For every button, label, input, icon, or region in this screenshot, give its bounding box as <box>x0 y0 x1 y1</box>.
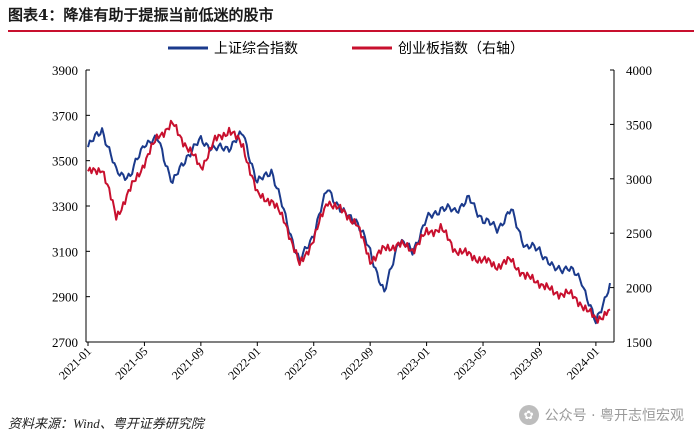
right-tick-label: 3000 <box>626 172 652 187</box>
left-tick-label: 2700 <box>52 335 78 350</box>
right-y-axis: 1500 2000 2500 3000 3500 4000 <box>610 63 652 350</box>
x-axis: 2021-01 2021-05 2021-09 2022-01 2022-05 2022-… <box>56 342 602 382</box>
x-tick-label: 2021-05 <box>112 344 150 382</box>
right-tick-label: 3500 <box>626 117 652 132</box>
right-tick-label: 4000 <box>626 63 652 78</box>
plot-frame <box>85 70 615 343</box>
right-tick-label: 2500 <box>626 226 652 241</box>
left-tick-label: 3700 <box>52 108 78 123</box>
x-tick-label: 2022-01 <box>225 344 263 382</box>
left-tick-label: 2900 <box>52 290 78 305</box>
watermark: ✿ 公众号 · 粤开志恒宏观 <box>518 405 684 425</box>
legend-label-cy: 创业板指数（右轴） <box>398 41 524 57</box>
x-tick-label: 2023-09 <box>507 344 545 382</box>
figure-title: 图表4：降准有助于提振当前低迷的股市 <box>8 6 274 24</box>
legend-label-sh: 上证综合指数 <box>214 41 298 57</box>
series-line-cy <box>87 119 611 324</box>
right-tick-label: 2000 <box>626 281 652 296</box>
left-y-axis: 2700 2900 3100 3300 3500 3700 3900 <box>52 63 90 350</box>
source-note: 资料来源：Wind、粤开证券研究院 <box>8 416 204 431</box>
left-tick-label: 3300 <box>52 199 78 214</box>
left-tick-label: 3500 <box>52 154 78 169</box>
x-tick-label: 2023-01 <box>395 344 433 382</box>
title-rule <box>8 30 694 32</box>
x-tick-label: 2021-09 <box>169 344 207 382</box>
wechat-icon: ✿ <box>518 405 539 425</box>
left-tick-label: 3100 <box>52 244 78 259</box>
x-tick-label: 2023-05 <box>451 344 489 382</box>
x-tick-label: 2022-09 <box>338 344 376 382</box>
series-line-sh <box>87 127 611 325</box>
x-tick-label: 2022-05 <box>282 344 320 382</box>
x-tick-label: 2024-01 <box>564 344 602 382</box>
right-tick-label: 1500 <box>626 335 652 350</box>
left-tick-label: 3900 <box>52 63 78 78</box>
legend: 上证综合指数 创业板指数（右轴） <box>168 41 524 57</box>
series-layer <box>87 119 611 325</box>
watermark-text: 公众号 · 粤开志恒宏观 <box>544 408 684 424</box>
